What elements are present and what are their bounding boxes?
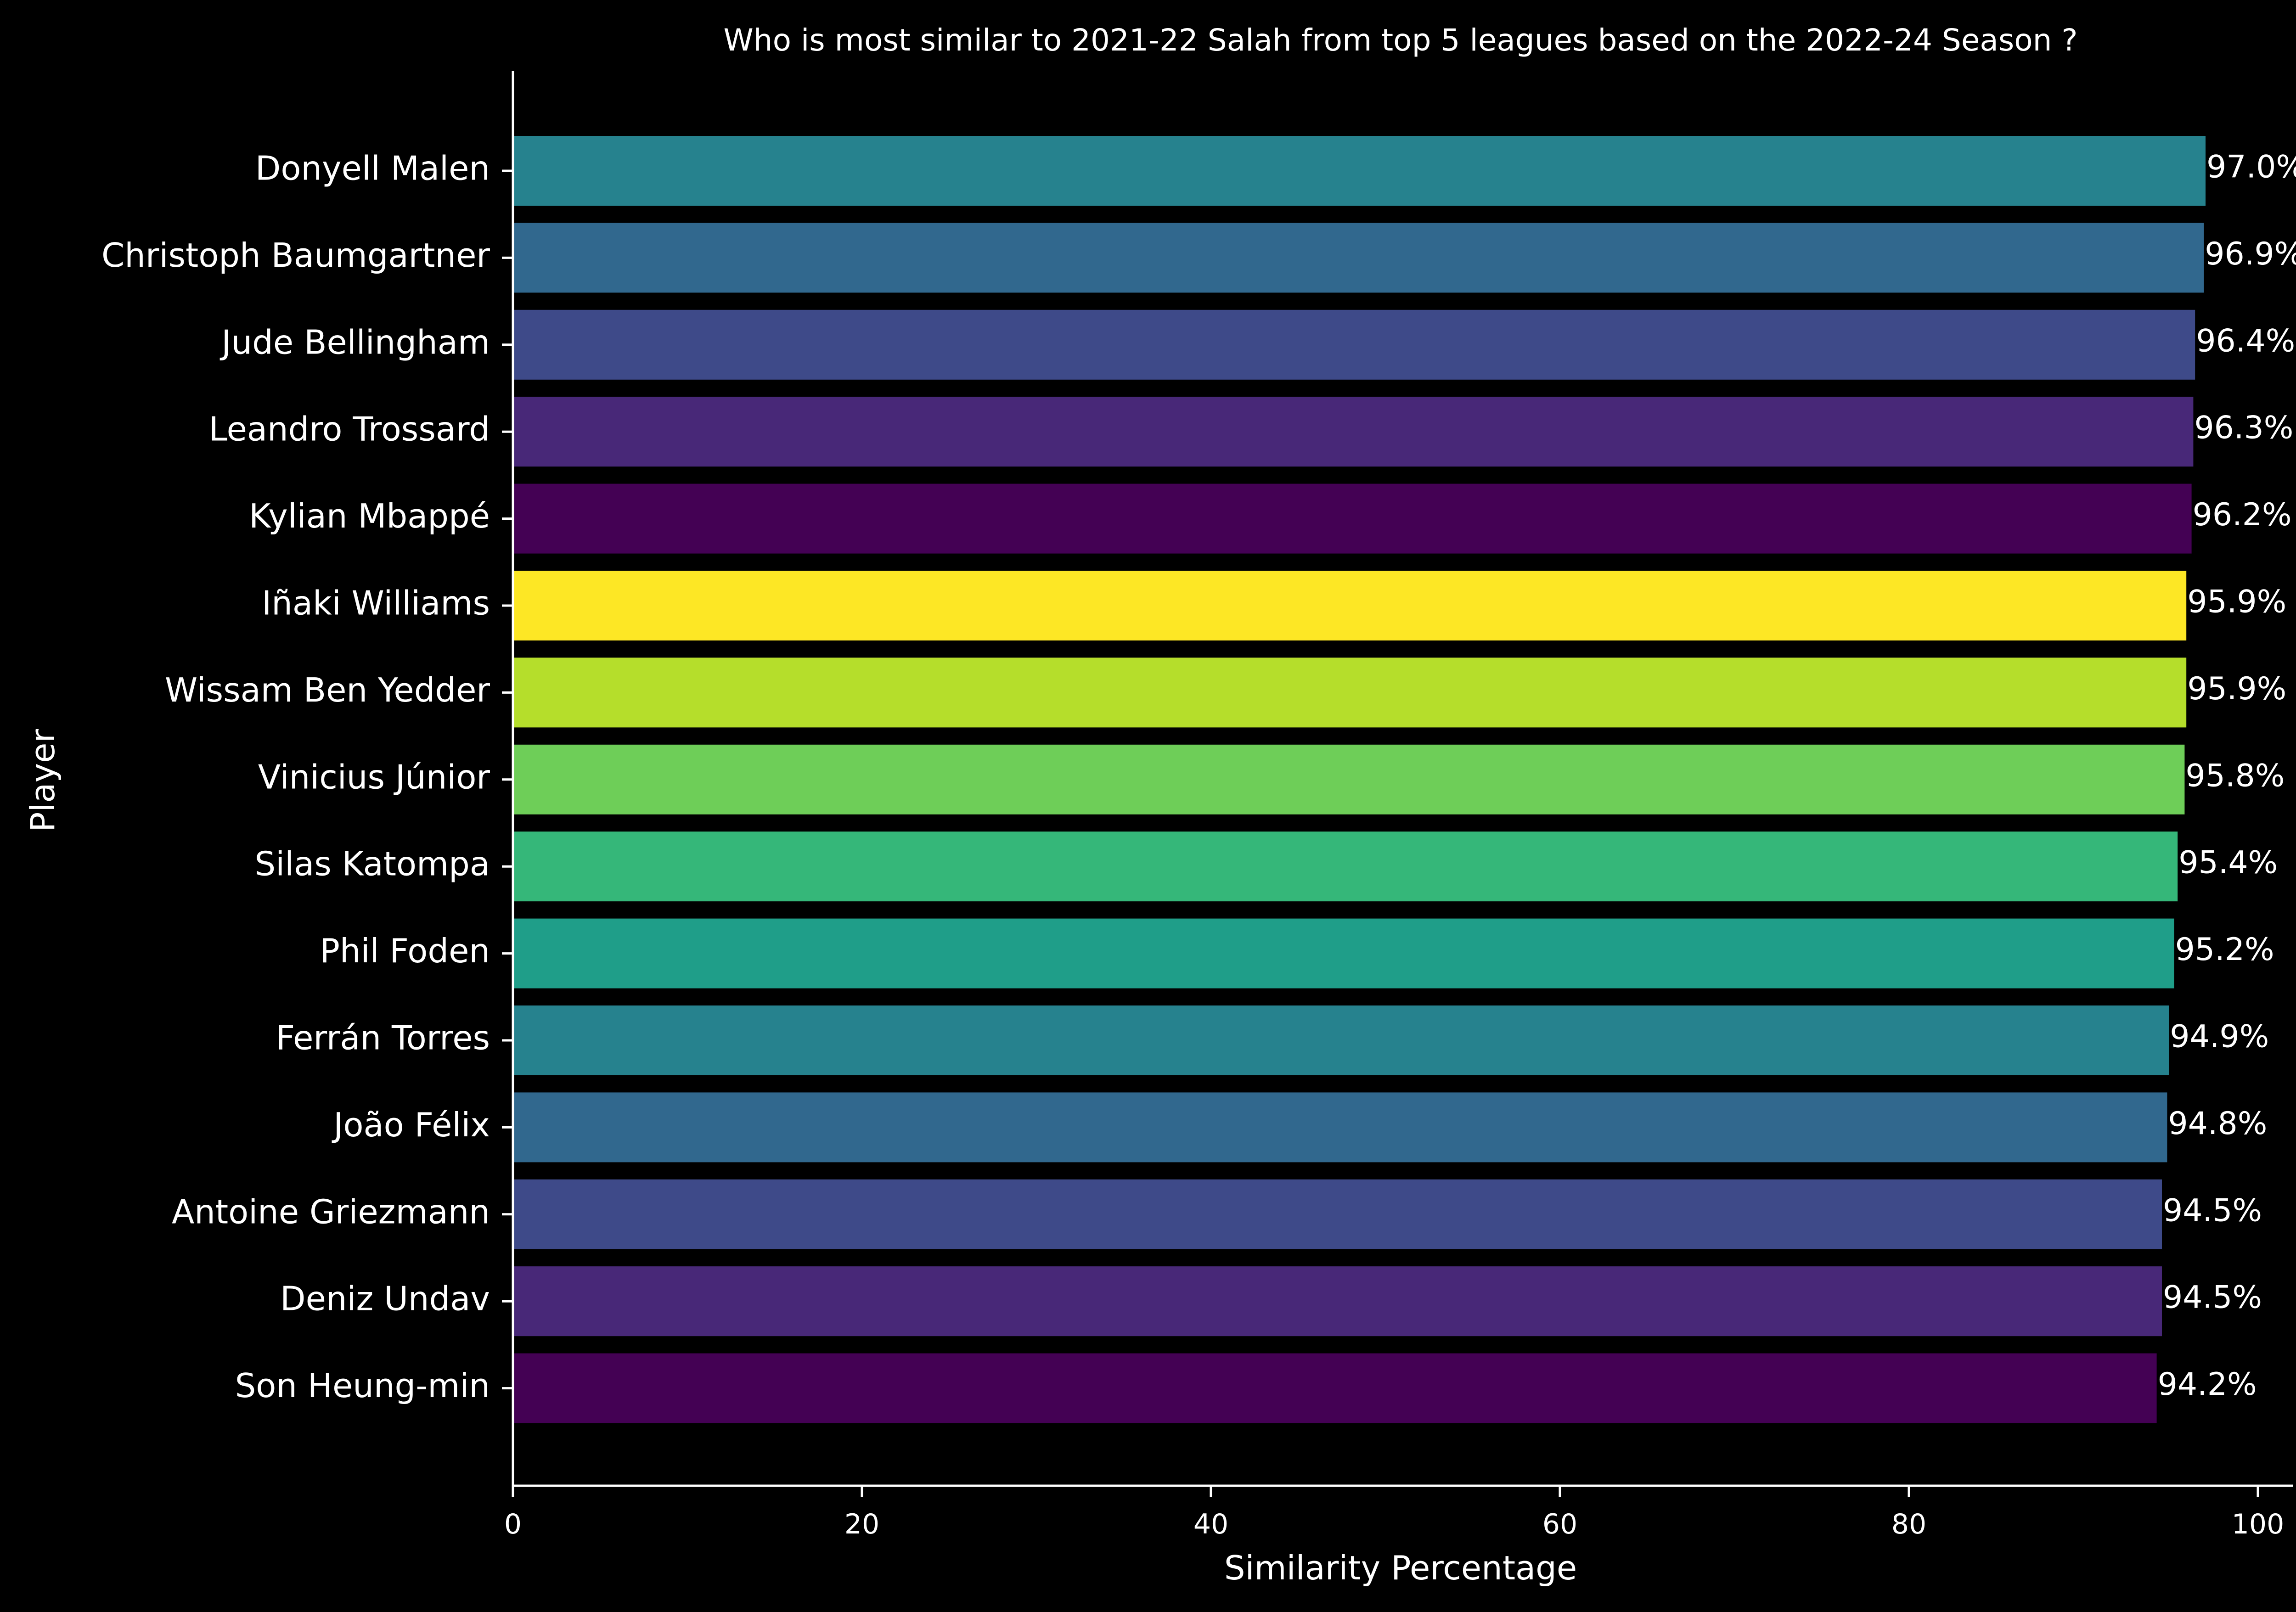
data-label: 94.2% bbox=[2158, 1366, 2257, 1403]
data-label: 95.4% bbox=[2178, 845, 2278, 881]
y-tick-label: Iñaki Williams bbox=[262, 584, 490, 623]
chart-title: Who is most similar to 2021-22 Salah fro… bbox=[724, 22, 2078, 58]
y-tick-label: Jude Bellingham bbox=[219, 323, 490, 361]
bar bbox=[513, 397, 2194, 467]
data-label: 96.4% bbox=[2196, 323, 2295, 359]
bar bbox=[513, 1266, 2162, 1337]
bar bbox=[513, 571, 2187, 640]
x-tick-label: 40 bbox=[1193, 1508, 1228, 1540]
y-tick-labels: Donyell Malen Christoph Baumgartner Jude B… bbox=[101, 149, 513, 1405]
y-axis-label: Player bbox=[23, 729, 62, 832]
x-tick-label: 80 bbox=[1891, 1508, 1926, 1540]
data-label: 97.0% bbox=[2206, 149, 2296, 185]
bar bbox=[513, 918, 2174, 989]
bar bbox=[513, 1005, 2169, 1075]
bar bbox=[513, 483, 2192, 554]
y-tick-label: Wissam Ben Yedder bbox=[165, 671, 490, 709]
bar bbox=[513, 1179, 2162, 1249]
y-tick-label: Christoph Baumgartner bbox=[101, 236, 490, 275]
x-tick-label: 100 bbox=[2232, 1508, 2285, 1540]
bar bbox=[513, 136, 2206, 206]
data-label: 96.9% bbox=[2205, 236, 2296, 272]
y-tick-label: Vinicius Júnior bbox=[258, 758, 490, 796]
data-label: 96.3% bbox=[2194, 410, 2293, 446]
data-label: 96.2% bbox=[2193, 497, 2292, 533]
data-labels: 97.0% 96.9% 96.4% 96.3% 96.2% 95.9% 95.9% 95.8%… bbox=[2158, 149, 2296, 1403]
data-label: 94.8% bbox=[2168, 1106, 2267, 1142]
bar bbox=[513, 657, 2187, 728]
bar bbox=[513, 831, 2178, 902]
x-tick-label: 60 bbox=[1542, 1508, 1577, 1540]
y-tick-label: Kylian Mbappé bbox=[249, 497, 490, 535]
bar bbox=[513, 744, 2185, 814]
y-tick-label: João Félix bbox=[332, 1106, 490, 1144]
x-tick-label: 0 bbox=[504, 1508, 522, 1540]
y-tick-label: Antoine Griezmann bbox=[172, 1192, 490, 1231]
y-tick-label: Ferrán Torres bbox=[276, 1019, 490, 1057]
bar bbox=[513, 1353, 2157, 1423]
data-label: 95.9% bbox=[2187, 584, 2286, 620]
data-label: 94.5% bbox=[2163, 1192, 2262, 1229]
bar bbox=[513, 1092, 2167, 1163]
y-tick-label: Deniz Undav bbox=[280, 1280, 490, 1318]
y-tick-label: Son Heung-min bbox=[235, 1366, 490, 1405]
x-tick-labels: 0 20 40 60 80 100 bbox=[504, 1486, 2284, 1540]
data-label: 95.9% bbox=[2187, 671, 2286, 707]
y-tick-label: Leandro Trossard bbox=[209, 410, 490, 449]
x-tick-label: 20 bbox=[844, 1508, 879, 1540]
data-label: 94.5% bbox=[2163, 1280, 2262, 1316]
y-tick-label: Phil Foden bbox=[320, 932, 490, 970]
data-label: 95.2% bbox=[2175, 932, 2274, 968]
y-tick-label: Donyell Malen bbox=[255, 149, 490, 188]
bars-layer bbox=[513, 136, 2206, 1423]
bar bbox=[513, 309, 2195, 380]
data-label: 95.8% bbox=[2185, 758, 2285, 794]
bar bbox=[513, 223, 2204, 293]
y-tick-label: Silas Katompa bbox=[254, 845, 490, 883]
data-label: 94.9% bbox=[2170, 1019, 2269, 1055]
x-axis-label: Similarity Percentage bbox=[1224, 1549, 1577, 1587]
